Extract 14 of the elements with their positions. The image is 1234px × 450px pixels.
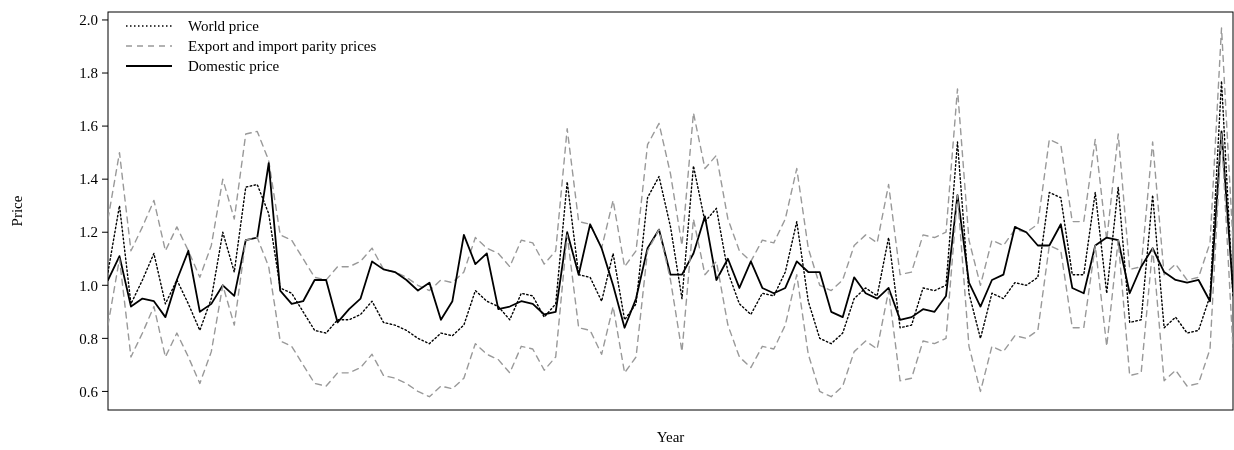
y-tick-label: 2.0 (79, 12, 98, 29)
y-axis-title: Price (9, 195, 25, 227)
y-tick-label: 0.8 (79, 330, 98, 347)
y-tick-label: 1.4 (79, 171, 99, 188)
legend-label: Export and import parity prices (188, 38, 377, 55)
y-tick-label: 1.0 (79, 277, 98, 294)
line-series (108, 133, 1233, 398)
x-axis-title: Year (656, 429, 685, 445)
y-tick-label: 1.6 (79, 118, 99, 135)
y-tick-label: 1.2 (79, 224, 98, 241)
legend-label: World price (188, 18, 260, 35)
legend-label: Domestic price (188, 58, 280, 75)
y-tick-label: 0.6 (79, 383, 99, 400)
y-tick-label: 1.8 (79, 65, 98, 82)
